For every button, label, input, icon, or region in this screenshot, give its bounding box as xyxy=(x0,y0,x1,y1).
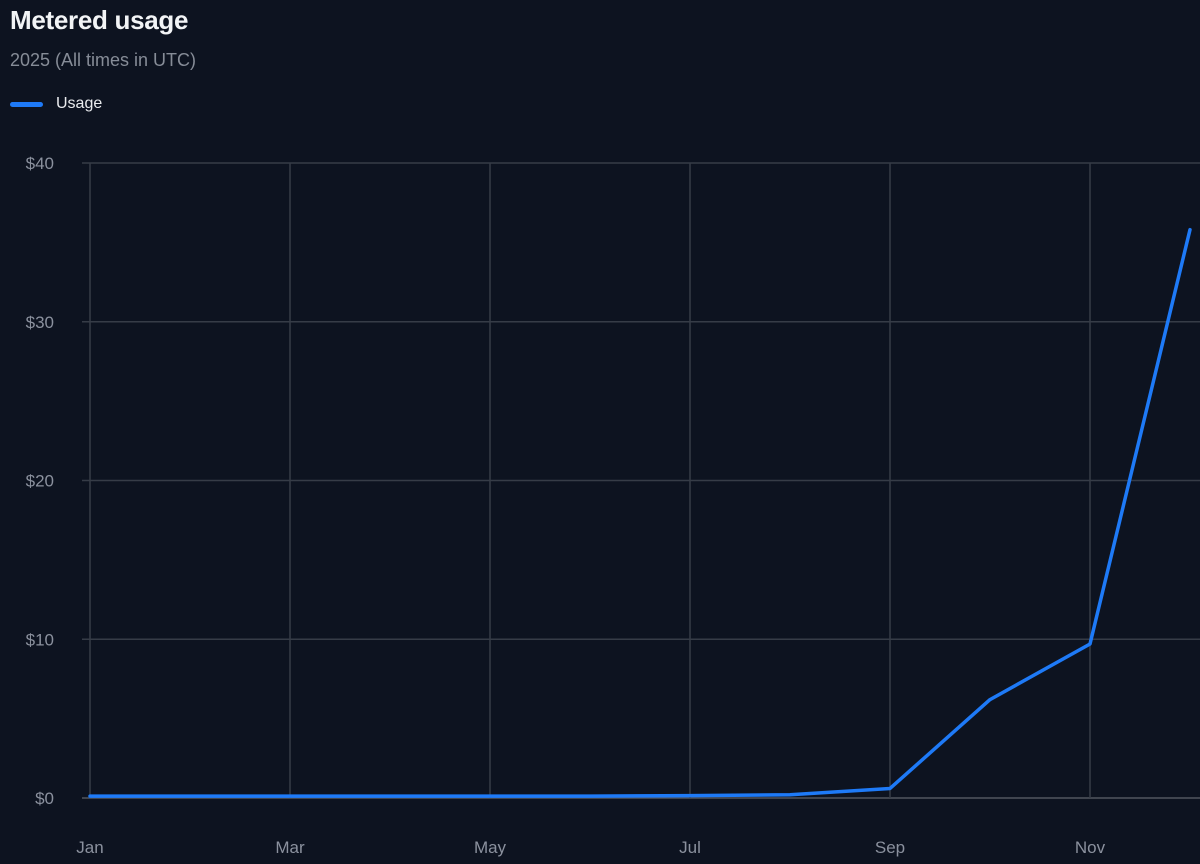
chart-subtitle: 2025 (All times in UTC) xyxy=(10,50,197,70)
page-title: Metered usage xyxy=(10,5,189,35)
usage-series-swatch-icon xyxy=(10,101,43,107)
usage-series-line xyxy=(88,227,1192,798)
x-axis-tick-label: May xyxy=(474,838,507,857)
y-axis-tick-label: $20 xyxy=(26,472,54,491)
y-axis-tick-label: $10 xyxy=(26,630,54,649)
y-axis-tick-label: $40 xyxy=(26,154,54,173)
x-axis-tick-label: Jul xyxy=(679,838,701,857)
usage-legend-label: Usage xyxy=(56,95,103,112)
chart-header: Metered usage 2025 (All times in UTC) xyxy=(10,4,196,71)
y-axis-tick-label: $30 xyxy=(26,313,54,332)
x-axis-tick-label: Nov xyxy=(1075,838,1106,857)
chart-legend: Usage xyxy=(10,94,102,114)
y-axis-tick-label: $0 xyxy=(35,789,54,808)
x-axis-tick-label: Sep xyxy=(875,838,905,857)
x-axis-tick-label: Jan xyxy=(76,838,103,857)
x-axis-tick-label: Mar xyxy=(275,838,305,857)
